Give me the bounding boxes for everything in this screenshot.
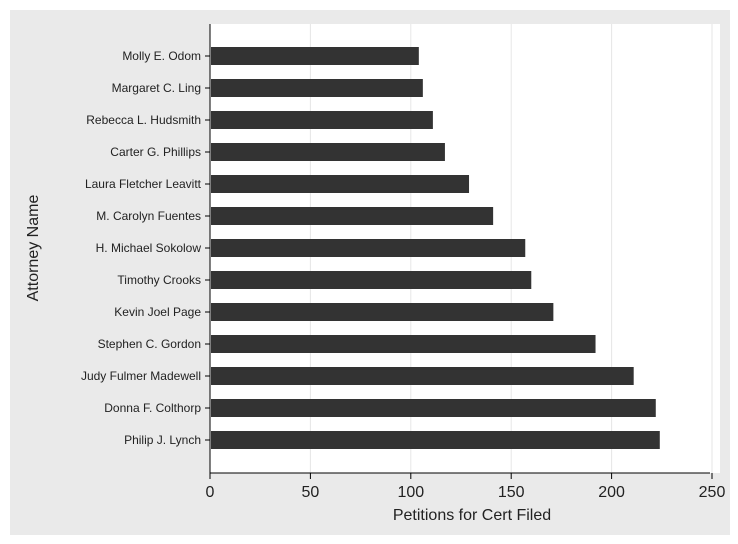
y-axis-label: Attorney Name <box>25 195 42 302</box>
x-tick-label: 150 <box>498 484 525 501</box>
bar <box>211 303 554 321</box>
y-tick-label: Judy Fulmer Madewell <box>81 369 201 383</box>
y-tick-labels: Molly E. Odom Margaret C. Ling Rebecca L. … <box>81 49 210 447</box>
bar <box>211 47 419 65</box>
x-tick-label: 100 <box>397 484 424 501</box>
bar <box>211 239 526 257</box>
x-tick-label: 200 <box>598 484 625 501</box>
y-tick-label: H. Michael Sokolow <box>96 241 202 255</box>
y-tick-label: Kevin Joel Page <box>114 305 201 319</box>
x-ticks: 0 50 100 150 200 250 <box>206 473 726 501</box>
bar <box>211 271 532 289</box>
y-tick-label: Donna F. Colthorp <box>104 401 201 415</box>
y-tick-label: M. Carolyn Fuentes <box>96 209 201 223</box>
bar <box>211 367 634 385</box>
y-tick-label: Laura Fletcher Leavitt <box>85 177 202 191</box>
bar <box>211 207 494 225</box>
y-tick-label: Molly E. Odom <box>122 49 201 63</box>
bar <box>211 111 433 129</box>
chart: Molly E. Odom Margaret C. Ling Rebecca L. … <box>25 24 726 524</box>
y-tick-label: Rebecca L. Hudsmith <box>86 113 201 127</box>
y-tick-label: Margaret C. Ling <box>112 81 201 95</box>
bar <box>211 79 423 97</box>
chart-frame: Molly E. Odom Margaret C. Ling Rebecca L. … <box>10 10 730 535</box>
bar <box>211 143 445 161</box>
bars <box>211 47 660 449</box>
bar <box>211 175 470 193</box>
x-tick-label: 250 <box>699 484 726 501</box>
bar <box>211 335 596 353</box>
x-axis-label: Petitions for Cert Filed <box>393 507 551 524</box>
y-tick-label: Timothy Crooks <box>117 273 201 287</box>
y-tick-label: Stephen C. Gordon <box>98 337 201 351</box>
y-tick-label: Philip J. Lynch <box>124 433 201 447</box>
bar <box>211 399 656 417</box>
y-tick-label: Carter G. Phillips <box>110 145 201 159</box>
bar <box>211 431 660 449</box>
x-tick-label: 0 <box>206 484 215 501</box>
x-tick-label: 50 <box>302 484 320 501</box>
